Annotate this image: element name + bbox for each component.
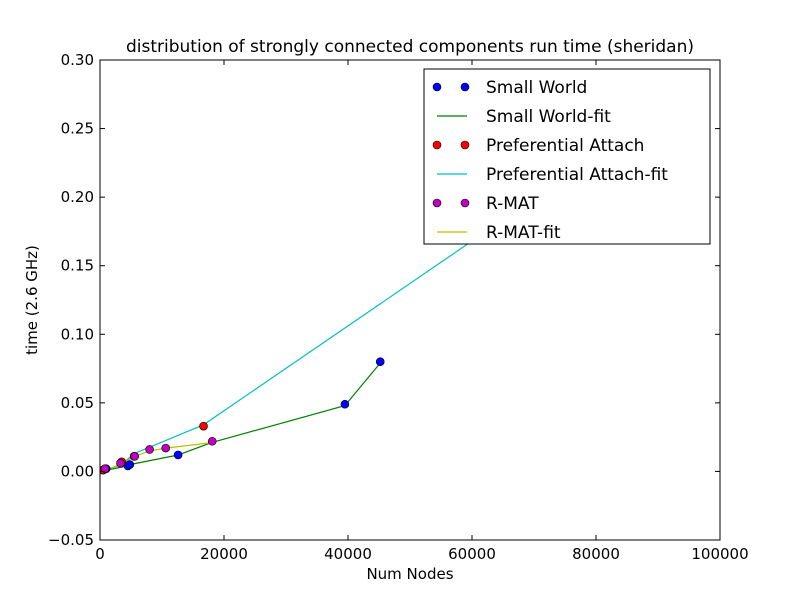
y-tick-label: 0.05 xyxy=(61,394,94,412)
data-point-small-world xyxy=(375,357,385,367)
data-point-r-mat xyxy=(116,458,125,468)
data-point-small-world xyxy=(173,450,183,460)
x-tick-label: 40000 xyxy=(324,545,372,563)
x-tick-label: 0 xyxy=(95,545,105,563)
legend-marker xyxy=(432,82,442,92)
legend-label: Small World xyxy=(486,78,587,98)
x-tick-label: 100000 xyxy=(691,545,748,563)
y-tick-label: 0.30 xyxy=(61,51,94,69)
legend-label: R-MAT-fit xyxy=(486,223,561,243)
plot-frame xyxy=(99,59,721,541)
data-point-small-world xyxy=(340,399,350,409)
legend-label: R-MAT xyxy=(486,194,539,214)
legend-marker xyxy=(460,198,470,208)
y-tick-label: 0.20 xyxy=(61,188,94,206)
data-point-r-mat xyxy=(161,443,171,453)
x-axis: 0 20000 40000 60000 80000 100000 xyxy=(95,60,749,563)
legend-marker xyxy=(460,82,470,92)
data-point-r-mat xyxy=(207,436,217,446)
data-point-r-mat xyxy=(130,452,140,461)
y-tick-label: −0.05 xyxy=(48,531,94,549)
y-tick-label: 0.10 xyxy=(61,325,94,343)
data-point-preferential-attach xyxy=(199,421,208,431)
y-tick-label: 0.25 xyxy=(61,120,94,138)
legend-label: Small World-fit xyxy=(486,107,611,127)
x-axis-label: Num Nodes xyxy=(366,565,453,583)
legend-label: Preferential Attach xyxy=(486,136,644,156)
x-tick-label: 60000 xyxy=(448,545,496,563)
data-point-r-mat xyxy=(100,464,110,473)
data-point-r-mat xyxy=(145,445,154,454)
x-tick-label: 20000 xyxy=(200,545,248,563)
legend: Small World Small World-fit Preferential A… xyxy=(423,68,711,245)
chart-title: distribution of strongly connected compo… xyxy=(126,37,694,57)
y-axis-label: time (2.6 GHz) xyxy=(23,245,41,355)
legend-marker xyxy=(460,140,470,150)
y-axis: −0.05 0.00 0.05 0.10 0.15 0.20 0.25 0.30 xyxy=(48,51,720,549)
data-point-small-world xyxy=(125,460,135,469)
y-tick-label: 0.00 xyxy=(61,462,94,480)
legend-label: Preferential Attach-fit xyxy=(486,165,668,185)
legend-marker xyxy=(432,198,442,208)
legend-marker xyxy=(432,140,442,150)
x-tick-label: 80000 xyxy=(572,545,620,563)
legend-box xyxy=(423,68,711,245)
y-tick-label: 0.15 xyxy=(61,257,94,275)
